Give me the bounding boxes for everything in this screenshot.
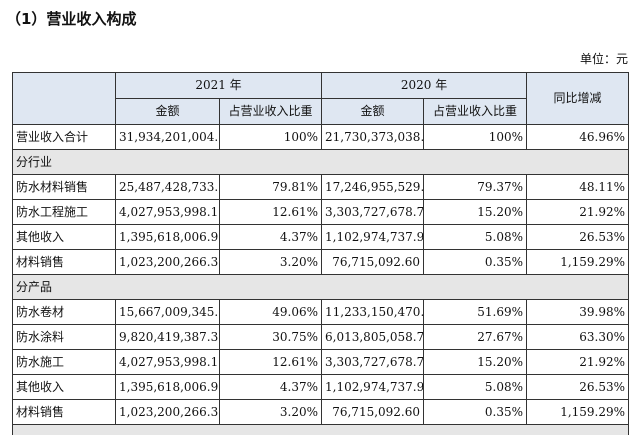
row-amount-2021: 1,023,200,266.39 (115, 249, 220, 275)
row-share-2020: 5.08% (423, 224, 528, 250)
row-label: 防水工程施工 (12, 199, 116, 225)
total-label: 营业收入合计 (12, 124, 116, 150)
table-row: 材料销售 1,023,200,266.39 3.20% 76,715,092.60 0.… (12, 249, 630, 275)
row-amount-2021: 4,027,953,998.13 (115, 199, 220, 225)
total-amount-2020: 21,730,373,038.52 (321, 124, 425, 150)
row-amount-2020: 1,102,974,737.94 (321, 374, 425, 400)
row-label: 材料销售 (12, 399, 116, 425)
section-row: 分行业 (11, 149, 630, 175)
header-share-2021: 占营业收入比重 (218, 98, 323, 125)
table-row: 材料销售 1,023,200,266.39 3.20% 76,715,092.60 0.… (12, 399, 630, 425)
row-label: 其他收入 (12, 224, 116, 250)
row-label: 其他收入 (12, 374, 116, 400)
row-yoy: 39.98% (526, 299, 630, 325)
section-title: 分行业 (11, 149, 630, 175)
row-amount-2021: 1,395,618,006.92 (115, 224, 220, 250)
row-yoy: 1,159.29% (526, 399, 630, 425)
total-share-2021: 100% (218, 124, 323, 150)
table-row: 防水材料销售25,487,428,733.3079.81%17,246,955,… (12, 174, 630, 200)
header-year-2021: 2021 年 (114, 72, 323, 99)
row-yoy: 21.92% (526, 349, 630, 375)
header-share-2020: 占营业收入比重 (423, 98, 528, 125)
row-share-2021: 79.81% (218, 174, 323, 200)
row-yoy: 26.53% (526, 224, 630, 250)
table-row: 防水卷材15,667,009,345.9749.06%11,233,150,47… (12, 299, 630, 325)
row-yoy: 1,159.29% (526, 249, 630, 275)
row-share-2020: 0.35% (423, 399, 528, 425)
row-amount-2020: 76,715,092.60 (321, 249, 425, 275)
row-amount-2020: 3,303,727,678.75 (321, 199, 425, 225)
row-label: 防水卷材 (12, 299, 116, 325)
row-share-2021: 30.75% (218, 324, 323, 350)
unit-note: 单位：元 (579, 52, 628, 66)
row-yoy: 21.92% (526, 199, 630, 225)
row-amount-2021: 25,487,428,733.30 (115, 174, 220, 200)
row-share-2021: 12.61% (218, 349, 323, 375)
revenue-table: 2021 年 2020 年 同比增减 金额 占营业收入比重 金额 占营业收入比重… (11, 72, 630, 435)
header-year-2020: 2020 年 (321, 72, 528, 99)
total-share-2020: 100% (423, 124, 528, 150)
row-amount-2020: 11,233,150,470.49 (321, 299, 425, 325)
row-label: 防水材料销售 (12, 174, 116, 200)
continuation-cell (11, 424, 630, 435)
row-amount-2021: 9,820,419,387.33 (115, 324, 220, 350)
row-amount-2020: 6,013,805,058.74 (321, 324, 425, 350)
row-yoy: 26.53% (526, 374, 630, 400)
total-amount-2021: 31,934,201,004.74 (115, 124, 220, 150)
row-amount-2020: 3,303,727,678.75 (321, 349, 425, 375)
header-amount-2021: 金额 (115, 98, 220, 125)
total-yoy: 46.96% (526, 124, 630, 150)
row-label: 防水涂料 (12, 324, 116, 350)
row-label: 材料销售 (12, 249, 116, 275)
row-share-2020: 27.67% (423, 324, 528, 350)
header-row-metrics: 金额 占营业收入比重 金额 占营业收入比重 (13, 98, 629, 125)
section-row: 分产品 (11, 274, 630, 300)
header-row-years: 2021 年 2020 年 同比增减 (12, 72, 630, 125)
row-amount-2020: 1,102,974,737.94 (321, 224, 425, 250)
header-amount-2020: 金额 (321, 98, 425, 125)
row-label: 防水施工 (12, 349, 116, 375)
row-amount-2021: 1,395,618,006.92 (115, 374, 220, 400)
table-row: 防水涂料 9,820,419,387.33 30.75% 6,013,805,058.… (12, 324, 630, 350)
row-share-2020: 0.35% (423, 249, 528, 275)
row-share-2021: 3.20% (218, 399, 323, 425)
row-share-2020: 15.20% (423, 199, 528, 225)
row-amount-2021: 4,027,953,998.13 (115, 349, 220, 375)
header-blank-cell (12, 72, 116, 125)
row-share-2020: 5.08% (423, 374, 528, 400)
row-share-2020: 51.69% (423, 299, 528, 325)
section-title: 分产品 (11, 274, 630, 300)
row-share-2021: 4.37% (218, 374, 323, 400)
header-yoy: 同比增减 (526, 72, 630, 125)
row-share-2021: 3.20% (218, 249, 323, 275)
row-amount-2020: 17,246,955,529.23 (321, 174, 425, 200)
row-share-2020: 15.20% (423, 349, 528, 375)
total-row: 营业收入合计 31,934,201,004.74 100% 21,730,373… (12, 124, 630, 150)
row-yoy: 63.30% (526, 324, 630, 350)
row-share-2021: 49.06% (218, 299, 323, 325)
table-continuation-row (11, 424, 630, 435)
row-share-2021: 4.37% (218, 224, 323, 250)
row-amount-2021: 1,023,200,266.39 (115, 399, 220, 425)
row-yoy: 48.11% (526, 174, 630, 200)
row-amount-2020: 76,715,092.60 (321, 399, 425, 425)
table-row: 防水工程施工 4,027,953,998.13 12.61% 3,303,727,67… (12, 199, 630, 225)
page-title: （1）营业收入构成 (6, 10, 137, 28)
row-share-2020: 79.37% (423, 174, 528, 200)
table-row: 防水施工 4,027,953,998.13 12.61% 3,303,727,678.… (12, 349, 630, 375)
row-amount-2021: 15,667,009,345.97 (115, 299, 220, 325)
table-row: 其他收入 1,395,618,006.92 4.37% 1,102,974,737.9… (12, 224, 630, 250)
row-share-2021: 12.61% (218, 199, 323, 225)
table-row: 其他收入 1,395,618,006.92 4.37% 1,102,974,737.9… (12, 374, 630, 400)
